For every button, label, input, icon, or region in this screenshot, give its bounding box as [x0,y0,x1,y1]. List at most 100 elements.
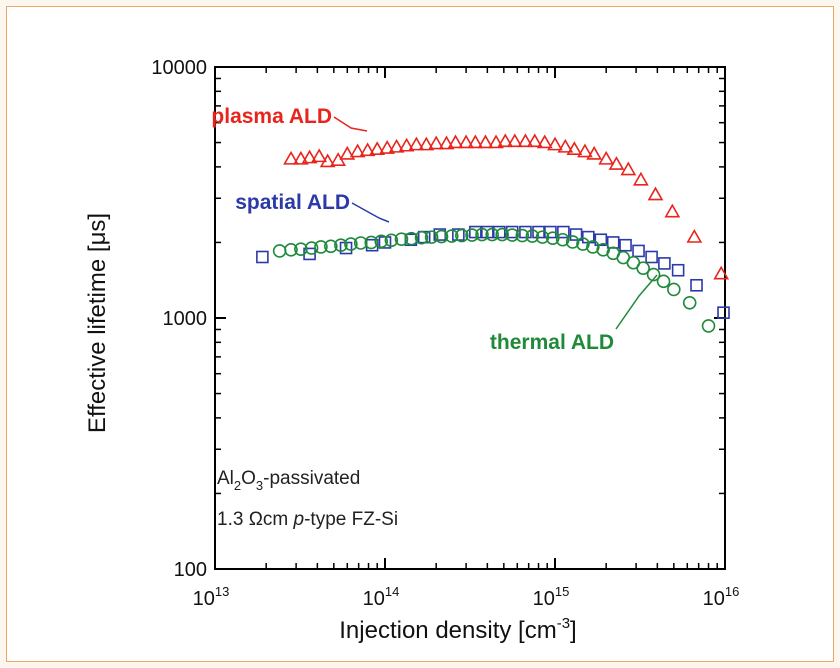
thermal-point [576,237,590,251]
thermal-point [586,240,600,254]
plasma-point [526,133,543,148]
thermal-point [272,244,287,258]
inset-line-2: 1.3 Ωcm p-type FZ-Si [217,509,398,530]
spatial-point [569,228,583,241]
annotation-thermal-label: thermal ALD [490,331,614,354]
plasma-point [388,138,405,153]
plasma-point [557,138,574,153]
plasma-point [369,141,386,155]
thermal-leader-line [615,274,658,330]
plasma-leader-line [333,116,368,132]
plasma-point [586,145,603,160]
thermal-point [374,234,389,249]
spatial-point [632,244,645,258]
spatial-point [606,236,620,249]
figure-frame: 1013 1014 1015 1016 100 1000 10000 plasma ALD … [6,6,834,662]
plasma-point [620,161,637,176]
plasma-point [458,134,474,149]
x-axis-label: Injection density [cm-3] [339,615,576,644]
spatial-point [557,225,570,239]
plasma-point [566,141,583,155]
spatial-point [594,233,608,247]
spatial-point [645,250,658,264]
thermal-point [465,228,479,242]
plasma-point [319,153,336,168]
plasma-point [713,265,730,280]
plasma-point [632,171,649,186]
thermal-point [455,228,469,243]
thermal-point [495,227,509,242]
plasma-point [398,137,415,152]
plasma-point [408,136,425,151]
plasma-point [349,143,366,158]
annotation-lines [333,116,658,330]
thermal-point [334,238,348,253]
plasma-point [647,186,664,201]
thermal-point [485,227,499,242]
spatial-point [671,263,685,277]
y-tick-label: 100 [174,559,207,581]
plasma-point [536,134,553,149]
annotation-spatial-label: spatial ALD [235,191,350,214]
thermal-point [667,282,681,297]
spatial-point [492,225,506,239]
x-tick-label: 1014 [363,584,400,610]
plasma-point [359,142,376,157]
thermal-point [545,231,560,245]
thermal-point [535,230,550,244]
plasma-point [664,203,681,218]
spatial-point [658,257,671,270]
thermal-point [656,274,671,289]
thermal-point [444,229,459,243]
plasma-point [598,150,615,165]
thermal-point [404,231,419,246]
plasma-point [447,134,464,149]
thermal-point [284,242,298,257]
plasma-point [517,133,534,148]
spatial-point [690,278,703,292]
thermal-point [565,235,580,249]
spatial-point [717,306,730,319]
thermal-point [682,295,697,310]
thermal-point [424,230,439,244]
thermal-point [434,229,449,244]
thermal-point [364,235,379,250]
thermal-point [636,261,650,275]
x-tick-label: 1015 [533,584,570,610]
thermal-point [414,230,429,245]
thermal-point [701,319,716,333]
x-tick-label: 1016 [703,584,740,610]
thermal-point [294,242,308,256]
plasma-point [547,136,563,151]
thermal-point [646,267,661,282]
plasma-point [686,229,703,243]
thermal-point [353,236,368,250]
plasma-point [418,136,435,151]
annotation-plasma-label: plasma ALD [211,105,332,128]
plasma-point [577,143,593,158]
spatial-point [519,225,532,239]
thermal-point [505,228,519,242]
plasma-point [428,135,445,150]
axes: 1013 1014 1015 1016 100 1000 10000 [151,57,739,610]
plasma-point [301,149,318,164]
thermal-point [394,232,409,247]
spatial-point [469,225,482,239]
y-tick-label: 10000 [151,57,207,79]
plasma-point [467,134,484,149]
y-axis-label: Effective lifetime [μs] [84,213,111,433]
thermal-point [324,239,338,254]
y-tick-label: 1000 [163,308,208,330]
thermal-point [555,232,570,247]
data-marks [256,133,730,333]
plasma-point [292,150,309,165]
plasma-point [339,145,356,160]
inset-line-1: Al2O3-passivated [217,468,360,493]
plasma-point [283,150,299,165]
plasma-point [497,133,514,148]
plasma-point [379,140,396,154]
thermal-point [384,233,399,248]
thermal-point [314,240,328,254]
plasma-point [488,134,504,149]
